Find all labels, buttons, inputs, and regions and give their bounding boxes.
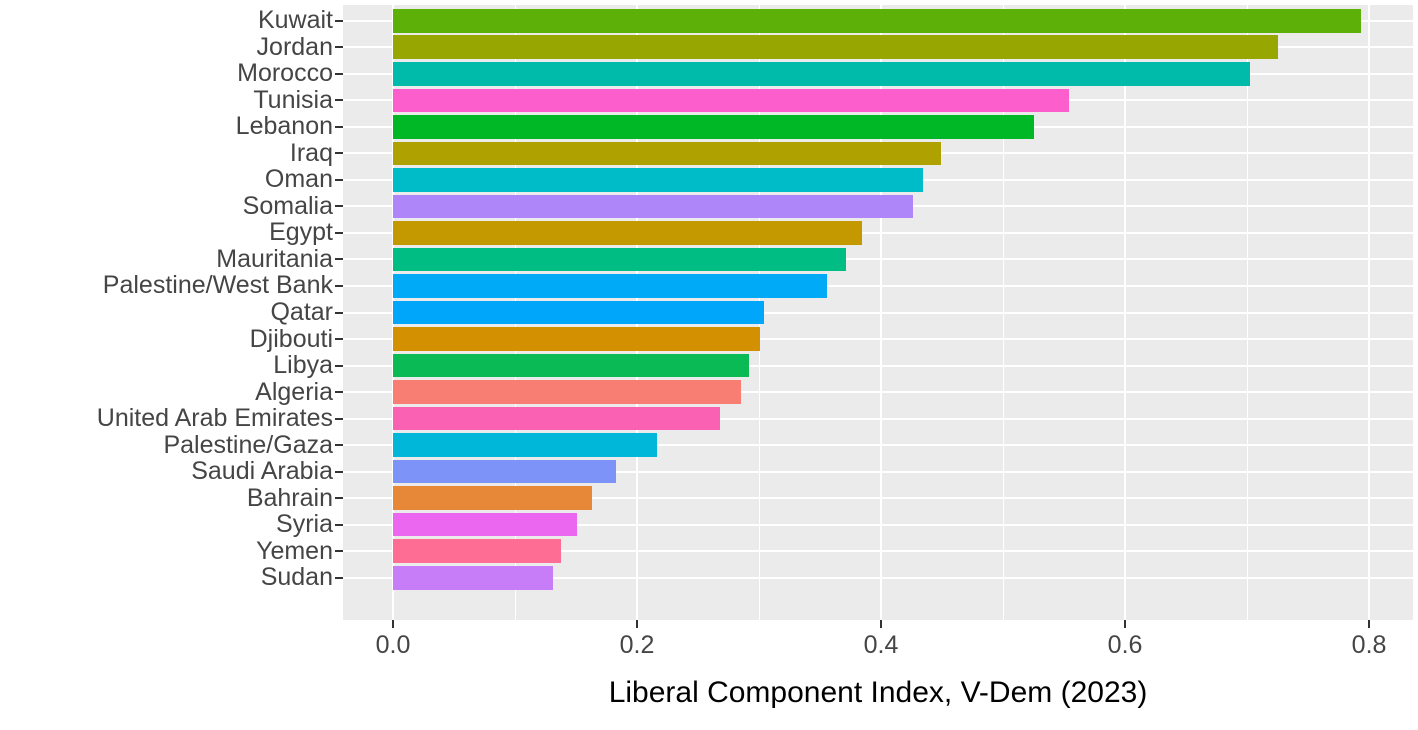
country-bar [393,115,1034,139]
y-axis-tick [335,338,343,340]
y-axis-label: Morocco [237,59,333,88]
y-axis-label: Oman [264,165,333,194]
gridline-horizontal-major [343,576,1413,579]
y-axis-tick [335,99,343,102]
y-axis-label: Tunisia [253,85,333,114]
gridline-horizontal-major [343,444,1413,447]
y-axis-tick [335,311,343,314]
country-bar [393,274,828,298]
y-axis-tick [335,46,343,49]
y-axis-tick [335,72,343,75]
y-axis-tick [335,284,343,287]
y-axis-tick [335,152,343,155]
gridline-horizontal-major [343,417,1413,420]
y-axis-label: Palestine/Gaza [163,430,333,459]
gridline-horizontal-major [343,523,1413,526]
country-bar [393,168,923,192]
x-axis-tick-label: 0.4 [863,631,899,659]
y-axis-label: Egypt [269,218,333,247]
y-axis-tick [335,444,343,447]
country-bar [393,512,578,537]
y-axis-label: Mauritania [216,244,333,273]
y-axis-tick [335,550,343,553]
country-bar [393,8,1361,33]
gridline-vertical-minor [1246,5,1248,620]
country-bar [393,433,657,457]
country-bar [393,565,553,590]
y-axis-label: Somalia [242,191,333,220]
country-bar [393,300,764,325]
y-axis-tick [335,178,343,181]
gridline-horizontal-major [343,550,1413,553]
y-axis-label: Algeria [255,377,333,406]
x-axis-tick [1124,620,1127,628]
y-axis-tick [335,470,343,473]
y-axis-tick [335,364,343,367]
gridline-horizontal-major [343,364,1413,367]
gridline-vertical-minor [1002,5,1004,620]
y-axis-label: Kuwait [257,6,333,35]
y-axis-tick [335,417,343,420]
y-axis-label: Qatar [270,298,333,326]
country-bar [393,539,562,563]
y-axis-tick [335,231,343,234]
country-bar [393,459,617,484]
country-bar [393,486,592,510]
y-axis-tick [335,497,343,500]
x-axis-tick [636,620,639,628]
y-axis-tick [335,205,343,208]
y-axis-label: Yemen [256,536,333,565]
country-bar [393,88,1069,113]
gridline-horizontal-major [343,258,1413,261]
gridline-horizontal-major [343,284,1413,287]
y-axis-label: Sudan [260,563,333,592]
x-axis-title: Liberal Component Index, V-Dem (2023) [608,676,1148,709]
y-axis-tick [335,576,343,579]
y-axis-label: Jordan [256,32,333,61]
x-axis-tick [880,620,883,628]
country-bar [393,327,761,351]
gridline-vertical-major [1368,5,1371,620]
y-axis-label: Bahrain [246,483,333,512]
y-axis-tick [335,19,343,22]
country-bar [393,406,720,431]
y-axis-label: Libya [273,351,333,380]
country-bar [393,35,1278,60]
x-axis-tick-label: 0.0 [375,631,411,659]
gridline-vertical-major [880,5,883,620]
y-axis-label: United Arab Emirates [96,404,333,433]
country-bar [393,380,741,404]
y-axis-label: Palestine/West Bank [102,271,333,300]
y-axis-label: Iraq [289,138,333,167]
country-bar [393,247,846,272]
y-axis-label: Djibouti [249,324,333,353]
country-bar [393,353,750,378]
y-axis-tick [335,258,343,261]
gridline-horizontal-major [343,338,1413,340]
y-axis-label: Syria [276,510,333,539]
country-bar [393,194,913,219]
gridline-horizontal-major [343,391,1413,394]
y-axis-tick [335,125,343,128]
x-axis-tick-label: 0.8 [1351,631,1387,659]
country-bar [393,221,862,245]
x-axis-tick-label: 0.2 [619,631,655,659]
country-bar [393,141,941,166]
x-axis-tick [1368,620,1371,628]
x-axis-tick [392,620,395,628]
y-axis-label: Lebanon [235,112,333,141]
gridline-horizontal-major [343,311,1413,314]
gridline-vertical-major [1124,5,1127,620]
x-axis-tick-label: 0.6 [1107,631,1143,659]
country-bar [393,61,1250,86]
y-axis-tick [335,523,343,526]
y-axis-tick [335,391,343,394]
gridline-horizontal-major [343,497,1413,500]
gridline-horizontal-major [343,470,1413,473]
gridline-horizontal-major [343,231,1413,234]
y-axis-label: Saudi Arabia [191,457,333,486]
